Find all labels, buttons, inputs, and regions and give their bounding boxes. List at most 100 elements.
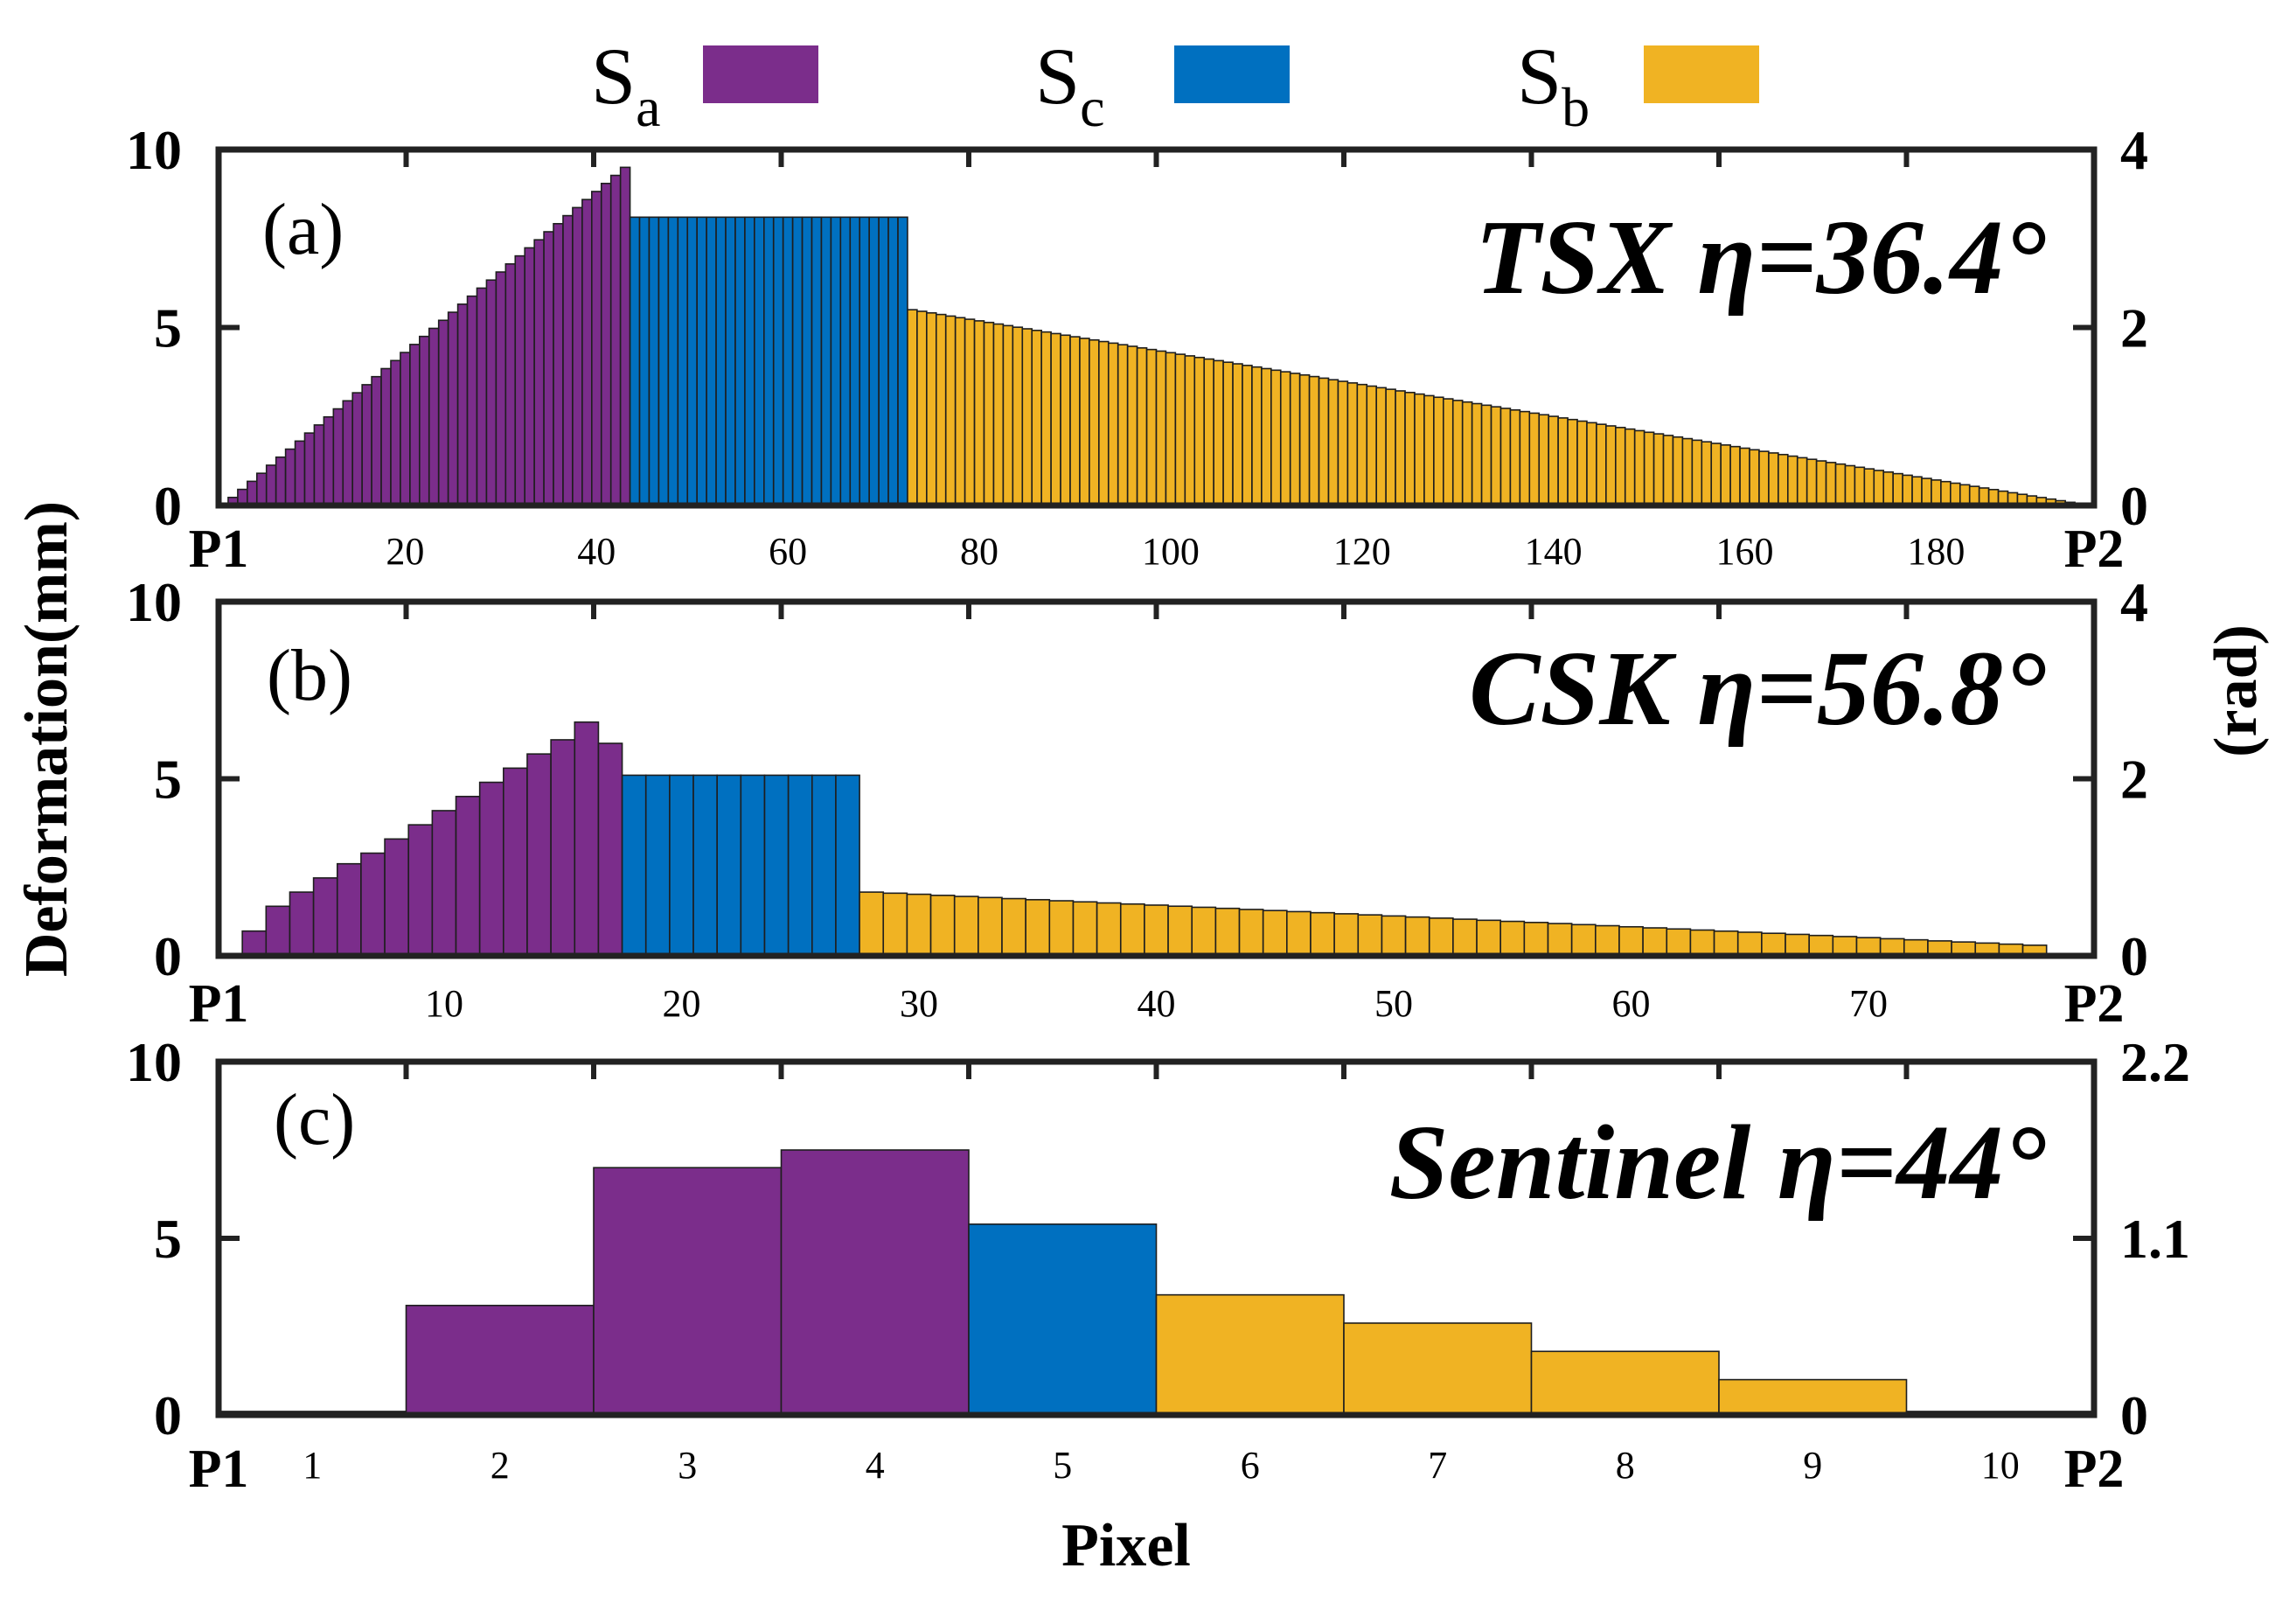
bar-b-sc-20: [669, 774, 694, 957]
bar-a-sa-25: [447, 311, 459, 506]
legend-sb-text: Sb: [1517, 31, 1590, 138]
bar-a-sb-161: [1749, 449, 1760, 506]
bar-a-sa-10: [303, 432, 316, 506]
bars-c: [218, 1149, 2095, 1416]
bar-b-sb-35: [1025, 898, 1051, 957]
bar-a-sb-86: [1031, 330, 1042, 506]
bar-b-sb-62: [1666, 928, 1692, 957]
bar-a-sa-13: [332, 408, 344, 506]
bar-a-sa-8: [284, 448, 296, 506]
bar-b-sc-25: [787, 774, 813, 957]
bar-a-sc-49: [677, 216, 689, 506]
legend-item-sa: Sa: [591, 31, 818, 138]
bar-a-sb-160: [1739, 447, 1750, 506]
bar-a-sa-16: [361, 384, 372, 506]
bar-a-sb-102: [1184, 355, 1196, 506]
bar-a-sb-183: [1959, 484, 1971, 506]
bar-a-sb-80: [973, 320, 985, 506]
bar-a-sb-171: [1844, 464, 1856, 506]
bar-a-sa-12: [323, 415, 335, 506]
bar-b-sb-54: [1476, 919, 1502, 957]
bars-b: [241, 721, 2048, 957]
bar-a-sb-115: [1308, 375, 1320, 506]
bar-a-sb-114: [1298, 373, 1311, 506]
bar-b-sb-61: [1642, 927, 1668, 957]
ytick-label-left-a: 5: [154, 297, 182, 359]
legend: Sa Sc Sb: [591, 31, 1759, 138]
ytick-label-left-a: 10: [126, 119, 182, 181]
bar-a-sa-43: [619, 166, 631, 506]
bar-a-sb-146: [1605, 425, 1617, 506]
bar-a-sb-165: [1787, 455, 1799, 506]
bar-c-sa-4: [780, 1149, 970, 1416]
bar-a-sc-51: [696, 216, 707, 506]
bar-b-sb-39: [1119, 903, 1145, 957]
bar-a-sb-126: [1414, 393, 1425, 506]
bar-a-sc-53: [715, 216, 727, 506]
xtick-label-a-60: 60: [769, 530, 807, 573]
bar-b-sb-51: [1404, 916, 1430, 957]
bar-a-sb-104: [1203, 358, 1214, 506]
bar-b-sb-59: [1595, 924, 1620, 957]
bar-a-sa-5: [255, 472, 268, 506]
xtick-label-a-100: 100: [1142, 530, 1200, 573]
bar-a-sb-170: [1834, 463, 1847, 506]
bar-b-sb-48: [1333, 913, 1360, 957]
ytick-label-right-c: 2.2: [2120, 1031, 2190, 1093]
bar-a-sb-124: [1395, 390, 1406, 506]
bar-a-sb-151: [1652, 433, 1665, 506]
bar-a-sb-91: [1079, 338, 1090, 506]
bar-a-sa-11: [313, 424, 325, 506]
bar-a-sb-139: [1538, 414, 1550, 506]
panel-label-a: (a): [262, 189, 344, 270]
bar-a-sb-77: [944, 315, 957, 506]
bar-a-sc-56: [744, 216, 755, 506]
bar-a-sb-82: [992, 323, 1005, 506]
ytick-label-right-c: 1.1: [2120, 1208, 2190, 1270]
bar-a-sb-117: [1327, 379, 1339, 506]
bar-a-sb-148: [1624, 428, 1636, 506]
bar-a-sb-143: [1576, 420, 1588, 506]
legend-sc-text: Sc: [1035, 31, 1105, 138]
bar-a-sc-55: [734, 216, 746, 506]
bar-b-sb-50: [1381, 915, 1407, 957]
bar-b-sb-56: [1523, 922, 1549, 957]
bar-a-sb-75: [926, 311, 937, 506]
bar-b-sa-13: [503, 767, 528, 957]
bar-b-sb-44: [1238, 909, 1264, 957]
ytick-label-left-b: 5: [154, 749, 182, 811]
bar-b-sc-23: [740, 774, 766, 957]
bar-b-sb-66: [1761, 932, 1786, 957]
bar-a-sb-147: [1615, 427, 1626, 506]
bar-a-sb-175: [1882, 470, 1894, 506]
bar-a-sb-97: [1136, 347, 1148, 506]
bar-b-sa-12: [478, 781, 504, 957]
bar-b-sb-49: [1357, 914, 1383, 957]
bar-a-sc-63: [811, 216, 823, 506]
ytick-label-right-a: 4: [2120, 119, 2148, 181]
bar-b-sa-11: [455, 795, 481, 957]
bar-a-sb-120: [1356, 383, 1368, 506]
bar-a-sb-78: [954, 317, 966, 506]
bar-a-sb-113: [1289, 373, 1301, 506]
bar-a-sb-127: [1423, 394, 1435, 506]
bar-a-sb-164: [1778, 453, 1789, 506]
xtick-label-c-6: 6: [1241, 1444, 1260, 1487]
xtick-label-c-4: 4: [866, 1444, 885, 1487]
bar-a-sb-94: [1107, 342, 1119, 506]
xtick-label-b-70: 70: [1849, 982, 1888, 1025]
bar-a-sb-74: [916, 310, 928, 506]
bar-a-sb-134: [1490, 406, 1502, 506]
bar-a-sc-59: [772, 216, 784, 506]
bar-a-sa-37: [562, 214, 574, 506]
xtick-label-b-10: 10: [425, 982, 463, 1025]
panel-c-sentinel: 0 5 10 0 1.1 2.2 1 2 3 4 5 6 7 8 9 10 P1 P2 (c) Sentinel η=…: [126, 1031, 2190, 1499]
bar-b-sb-29: [882, 892, 908, 957]
bar-a-sb-163: [1768, 452, 1779, 506]
bar-b-sa-5: [312, 877, 338, 957]
bar-a-sb-121: [1366, 385, 1378, 506]
bar-a-sb-166: [1796, 457, 1808, 506]
legend-item-sc: Sc: [1035, 31, 1290, 138]
bar-a-sb-173: [1863, 468, 1875, 506]
bar-a-sc-72: [897, 216, 908, 506]
